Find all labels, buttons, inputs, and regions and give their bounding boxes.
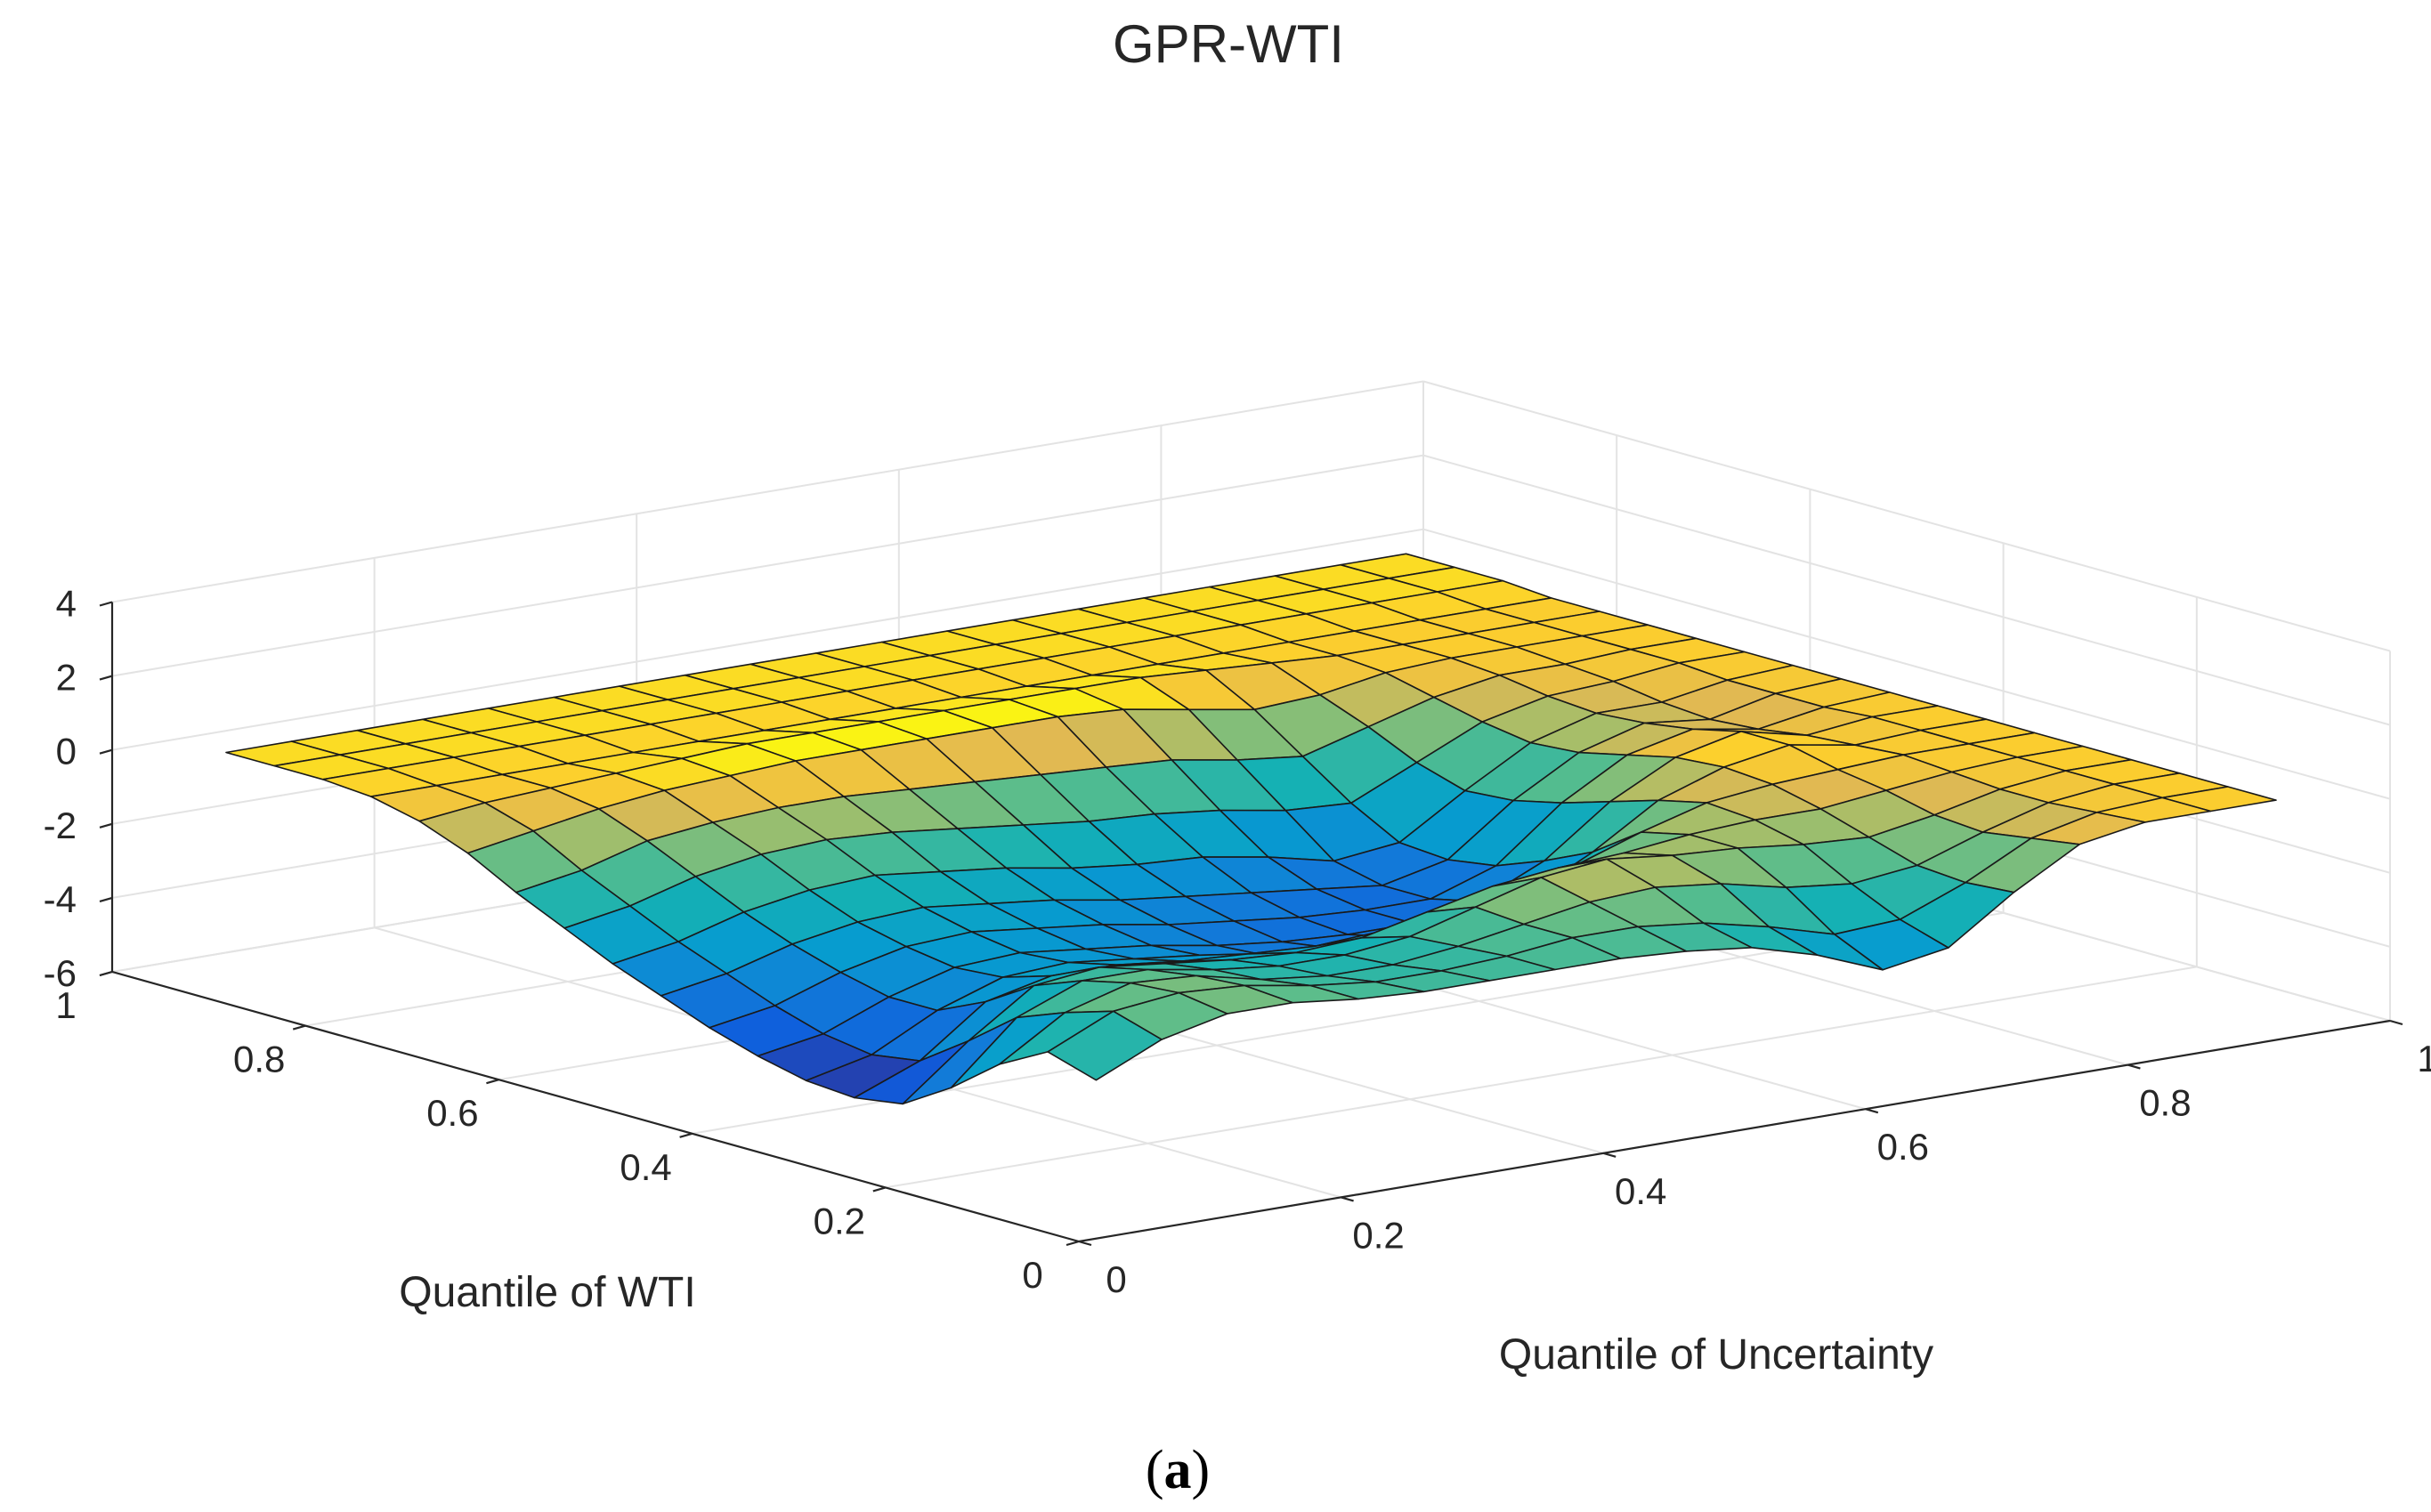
x-tick-label: 0.2 (1352, 1214, 1404, 1256)
z-tick (99, 748, 113, 755)
y-tick-label: 0.4 (620, 1146, 671, 1188)
x-tick-label: 0.6 (1877, 1126, 1929, 1168)
grid-line (885, 966, 2197, 1189)
x-tick-label: 1 (2417, 1038, 2431, 1079)
z-tick-label: -6 (44, 952, 77, 994)
grid-line (111, 380, 1424, 603)
surface-mesh (225, 553, 2277, 1105)
chart-title: GPR-WTI (1113, 14, 1344, 74)
x-tick (1865, 1108, 1879, 1114)
x-tick-label: 0 (1106, 1258, 1126, 1300)
grid-line (111, 528, 1424, 751)
x-tick-label: 0.8 (2139, 1082, 2191, 1124)
x-tick (1341, 1196, 1354, 1202)
surface-patch (1047, 1010, 1163, 1081)
grid-line (1422, 528, 2391, 800)
y-tick-label: 0.2 (814, 1200, 865, 1241)
x-tick (1078, 1240, 1092, 1247)
x-tick-label: 0.4 (1615, 1170, 1666, 1212)
z-tick-label: -2 (44, 805, 77, 846)
y-tick-label: 0.6 (426, 1092, 478, 1134)
y-axis-label: Quantile of WTI (399, 1269, 695, 1316)
z-tick (99, 822, 113, 829)
panel-label: (a) (1146, 1440, 1210, 1500)
x-axis-line (1078, 1019, 2391, 1243)
panel-letter: a (1164, 1440, 1192, 1500)
z-tick-label: 2 (56, 657, 77, 699)
y-tick (1066, 1240, 1080, 1247)
x-tick (2389, 1019, 2403, 1026)
z-tick (99, 970, 113, 977)
y-tick (679, 1132, 693, 1138)
x-tick (1602, 1152, 1617, 1158)
y-tick-label: 1 (55, 984, 76, 1026)
grid-line (1422, 454, 2391, 726)
y-tick (872, 1186, 887, 1193)
z-tick (99, 896, 113, 902)
y-tick (486, 1079, 499, 1085)
z-tick (99, 675, 113, 681)
axes-lines (110, 602, 2391, 1243)
y-axis-line (111, 970, 1080, 1243)
z-tick (99, 601, 113, 607)
grid-line (1422, 380, 2391, 652)
z-tick-label: 0 (56, 731, 77, 772)
z-tick-label: 4 (56, 583, 77, 625)
y-tick-label: 0.8 (233, 1039, 285, 1080)
x-tick (2127, 1063, 2141, 1070)
y-tick-label: 0 (1022, 1254, 1042, 1296)
y-tick (292, 1024, 306, 1031)
x-axis-label: Quantile of Uncertainty (1499, 1331, 1933, 1379)
z-tick-label: -4 (44, 878, 77, 920)
grid-line (111, 454, 1424, 677)
